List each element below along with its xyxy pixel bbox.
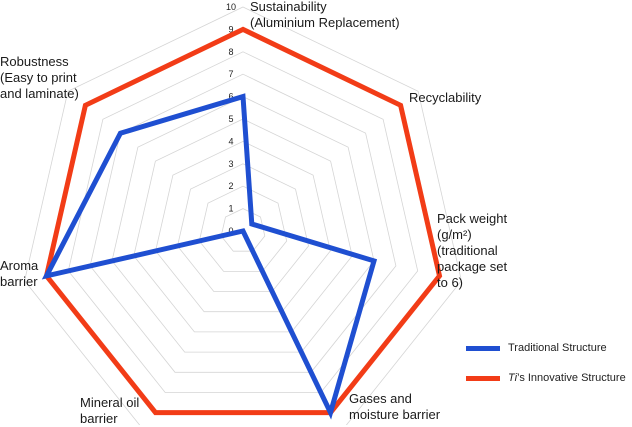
legend: Traditional Structure Ti’s Innovative St… [466,341,626,401]
legend-item-traditional: Traditional Structure [466,341,626,355]
legend-swatch-innovative [466,375,500,381]
legend-label-traditional: Traditional Structure [508,342,607,354]
tick-label-0: 0 [228,226,233,236]
tick-label-5: 5 [228,114,233,124]
legend-item-innovative: Ti’s Innovative Structure [466,371,626,385]
grid-ring-3 [177,163,309,292]
legend-label-innovative-prefix: Ti [508,372,518,384]
axis-label-gases-moisture: Gases and moisture barrier [349,391,441,422]
grid-ring-5 [133,118,353,333]
axis-label-aroma: Aroma barrier [0,258,39,289]
grid-ring-7 [89,73,397,373]
legend-label-innovative-rest: ’s Innovative Structure [517,372,626,384]
axis-label-mineral-oil: Mineral oil barrier [80,395,140,426]
grid-ring-9 [46,28,440,414]
tick-label-7: 7 [228,69,233,79]
grid-ring-10 [24,6,462,425]
grid-ring-2 [198,185,288,272]
tick-label-3: 3 [228,159,233,169]
axis-label-robustness: Robustness (Easy to print and laminate) [0,54,79,101]
axis-label-pack-weight: Pack weight (g/m²) (traditional package … [437,211,508,290]
grid-ring-6 [111,96,375,353]
tick-label-4: 4 [228,136,233,146]
grid-ring-1 [220,208,266,252]
tick-label-10: 10 [226,2,236,12]
tick-label-1: 1 [228,204,233,214]
tick-label-2: 2 [228,181,233,191]
tick-label-8: 8 [228,47,233,57]
legend-swatch-traditional [466,345,500,351]
series-line-innovative [43,26,443,416]
grid-ring-4 [155,140,331,313]
series-line-traditional [41,93,378,420]
grid-ring-8 [67,51,419,393]
axis-label-recyclability: Recyclability [409,90,482,105]
tick-label-6: 6 [228,92,233,102]
legend-label-innovative: Ti’s Innovative Structure [508,372,626,384]
tick-label-9: 9 [228,24,233,34]
axis-label-sustainability: Sustainability (Aluminium Replacement) [250,0,400,30]
